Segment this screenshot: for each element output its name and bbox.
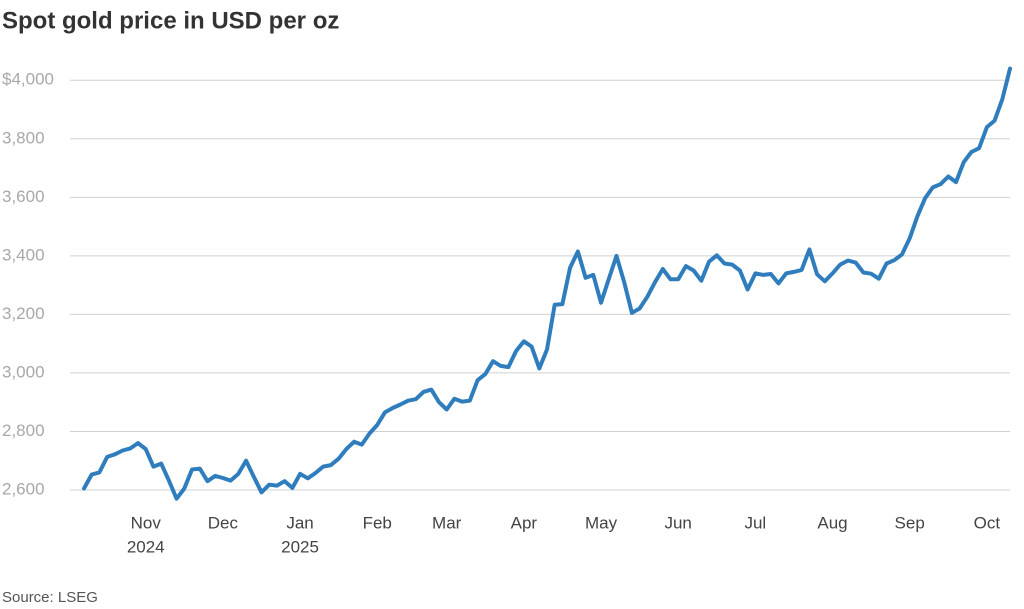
y-tick-label: 2,600 xyxy=(2,479,45,498)
y-tick-label: 3,800 xyxy=(2,128,45,147)
x-tick-label: May xyxy=(585,513,618,532)
y-tick-label: 3,400 xyxy=(2,245,45,264)
x-tick-label: Nov xyxy=(131,513,162,532)
source: Source: LSEG xyxy=(2,589,98,606)
y-tick-label: 3,200 xyxy=(2,304,45,323)
y-tick-label: 3,000 xyxy=(2,362,45,381)
x-tick-label: Oct xyxy=(974,513,1001,532)
x-tick-label: Sep xyxy=(895,513,925,532)
x-tick-label: Jul xyxy=(744,513,766,532)
chart-title: Spot gold price in USD per oz xyxy=(2,7,339,34)
y-tick-label: 3,600 xyxy=(2,187,45,206)
x-tick-label: Apr xyxy=(511,513,538,532)
y-tick-label: 2,800 xyxy=(2,421,45,440)
x-tick-label: 2024 xyxy=(127,537,165,556)
x-tick-label: Jan xyxy=(286,513,313,532)
y-tick-label: $4,000 xyxy=(2,70,54,89)
x-tick-label: Jun xyxy=(664,513,691,532)
x-tick-label: Dec xyxy=(208,513,239,532)
x-tick-label: Feb xyxy=(363,513,392,532)
x-tick-label: Mar xyxy=(432,513,462,532)
x-tick-label: 2025 xyxy=(281,537,319,556)
line xyxy=(82,66,1012,501)
x-tick-label: Aug xyxy=(817,513,847,532)
